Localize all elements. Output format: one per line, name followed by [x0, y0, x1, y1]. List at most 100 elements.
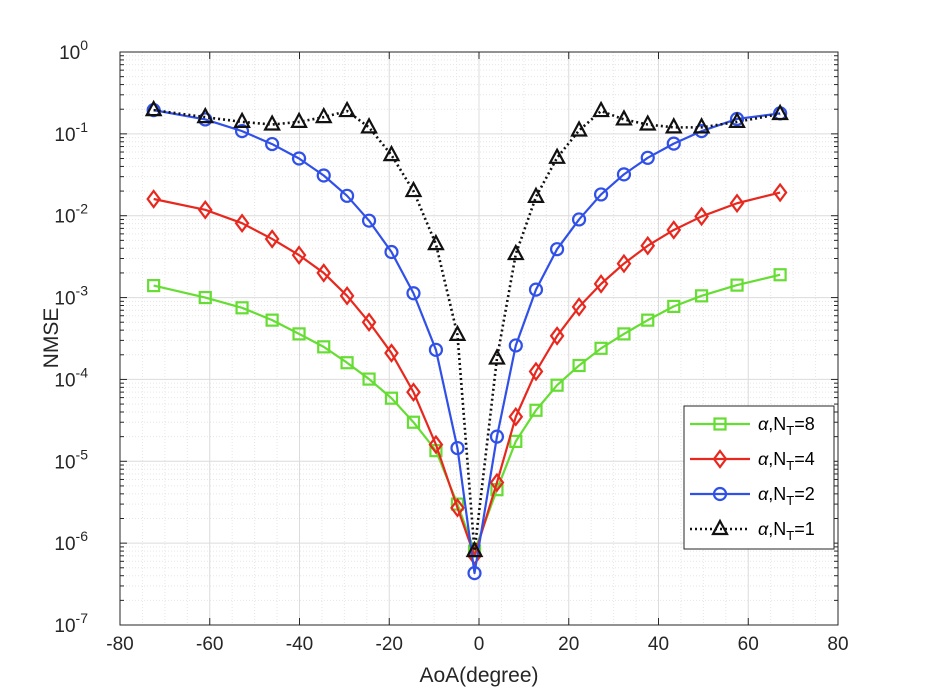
diamond-marker [406, 382, 421, 402]
triangle-marker [615, 109, 633, 126]
square-marker [265, 313, 279, 327]
circle-marker [450, 440, 465, 456]
circle-marker [428, 342, 444, 357]
x-tick-label: 20 [558, 634, 579, 655]
square-marker [641, 313, 655, 327]
triangle-marker [771, 103, 789, 121]
axis-ticks [119, 51, 839, 626]
circle-marker [361, 213, 377, 228]
circle-marker [508, 338, 523, 353]
x-tick-label: 0 [474, 634, 485, 655]
square-marker [384, 391, 399, 405]
diamond-marker [264, 229, 280, 249]
triangle-marker [290, 111, 308, 128]
square-marker [509, 434, 523, 448]
triangle-marker [592, 100, 610, 118]
diamond-marker [528, 361, 544, 382]
series-line [153, 108, 781, 553]
square-marker [529, 403, 543, 417]
x-tick-label: -60 [196, 634, 223, 655]
diamond-marker [316, 263, 332, 283]
diamond-marker [197, 199, 213, 220]
triangle-marker [144, 99, 163, 117]
triangle-marker [506, 243, 525, 261]
diamond-marker [508, 406, 524, 427]
y-tick-label: 100 [59, 37, 88, 64]
legend-label: α,NT=2 [758, 484, 815, 508]
y-tick-label: 10-1 [54, 119, 88, 146]
legend: α,NT=8 α,NT=4 α,NT=2 α,NT=1 [683, 405, 835, 550]
circle-marker [640, 150, 655, 165]
x-tick-label: 60 [738, 634, 759, 655]
circle-marker [571, 212, 587, 227]
diamond-marker [339, 286, 355, 306]
triangle-marker [448, 324, 467, 341]
x-tick-label: 40 [648, 634, 669, 655]
square-marker [694, 289, 709, 303]
diamond-marker [666, 220, 682, 240]
diamond-marker [593, 274, 609, 294]
diamond-marker [549, 326, 565, 346]
circle-marker [549, 242, 565, 257]
triangle-marker [314, 106, 333, 124]
triangle-marker [338, 100, 356, 118]
square-marker [617, 327, 631, 341]
diamond-marker [640, 235, 656, 256]
circle-marker [265, 136, 280, 152]
circle-marker [593, 187, 609, 202]
y-axis-label: NMSE [40, 308, 63, 369]
triangle-marker [570, 120, 588, 137]
diamond-marker [772, 182, 788, 203]
diamond-marker [571, 297, 587, 317]
triangle-marker [638, 114, 657, 131]
diamond-marker [291, 245, 307, 265]
y-tick-label: 10-5 [54, 446, 88, 473]
legend-label: α,NT=4 [758, 449, 815, 473]
square-marker [362, 372, 376, 386]
circle-marker [406, 286, 421, 301]
square-marker [406, 415, 421, 429]
y-tick-labels: 10-7 10-6 10-5 10-4 10-3 10-2 10-1 100 [54, 37, 88, 637]
legend-box [683, 405, 835, 550]
triangle-marker [488, 348, 506, 365]
diamond-marker [712, 449, 728, 469]
diamond-marker [361, 312, 377, 333]
series-layer [144, 99, 789, 581]
diamond-marker [729, 193, 745, 214]
x-tick-label: -40 [286, 634, 313, 655]
series-3 [144, 99, 789, 558]
x-tick-label: 80 [827, 634, 848, 655]
diamond-marker [384, 343, 399, 363]
series-line [153, 273, 781, 553]
y-tick-label: 10-4 [54, 364, 88, 391]
square-marker [713, 417, 727, 431]
square-marker [667, 299, 681, 314]
x-tick-label: -20 [376, 634, 403, 655]
diamond-marker [694, 206, 709, 227]
square-marker [340, 356, 354, 370]
circle-marker [712, 486, 728, 502]
circle-marker [467, 566, 482, 581]
legend-label: α,NT=8 [758, 414, 815, 438]
y-tick-label: 10-2 [54, 201, 88, 228]
diamond-marker [146, 189, 162, 209]
square-marker [594, 341, 608, 355]
triangle-marker [263, 114, 281, 131]
square-marker [730, 278, 744, 292]
square-marker [198, 290, 212, 305]
y-tick-label: 10-6 [54, 528, 88, 555]
circle-marker [489, 429, 505, 444]
legend-label: α,NT=1 [758, 519, 815, 543]
circle-marker [666, 136, 681, 151]
circle-marker [384, 244, 399, 260]
diamond-marker [616, 253, 632, 274]
x-tick-labels: -80 -60 -40 -20 0 20 40 60 80 [106, 634, 848, 655]
triangle-marker [427, 233, 445, 251]
x-axis-label: AoA(degree) [419, 664, 538, 687]
square-marker [550, 378, 564, 392]
triangle-marker [711, 518, 729, 536]
triangle-marker [728, 111, 746, 128]
triangle-marker [548, 147, 566, 164]
triangle-marker [233, 111, 251, 128]
